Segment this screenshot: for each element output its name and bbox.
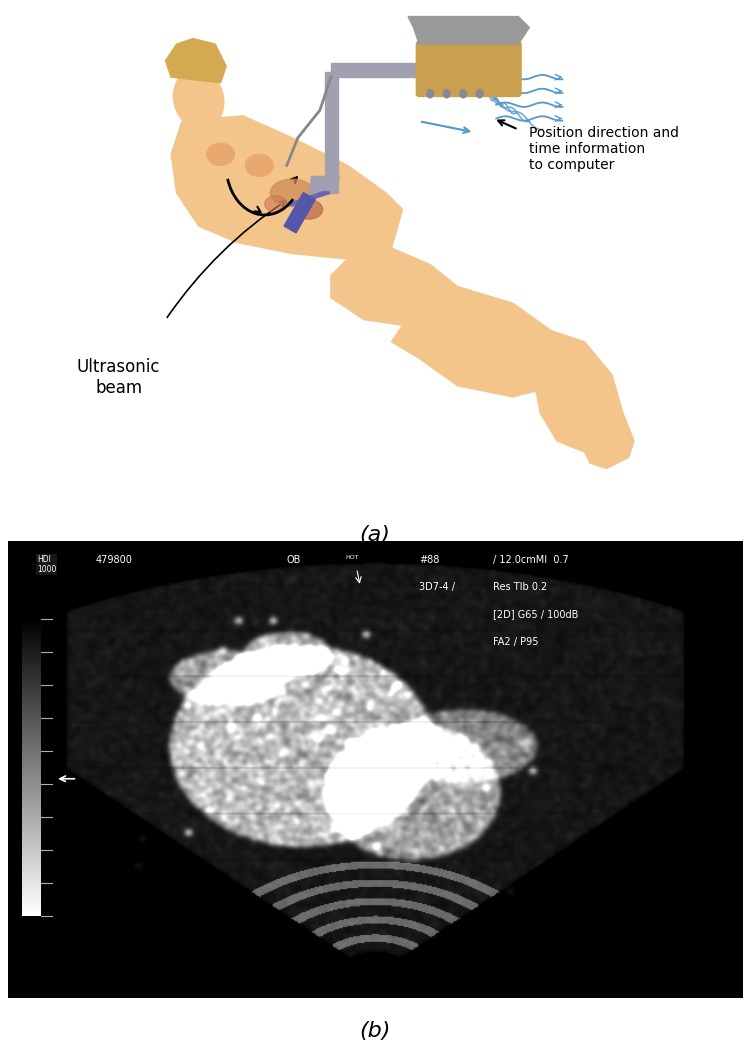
Text: HDI
1000: HDI 1000 <box>37 554 56 574</box>
Ellipse shape <box>443 89 450 98</box>
Polygon shape <box>204 113 220 127</box>
Text: [2D] G65 / 100dB: [2D] G65 / 100dB <box>493 609 578 620</box>
Bar <box>331 63 452 77</box>
Text: HOT: HOT <box>346 554 359 560</box>
Bar <box>326 72 338 193</box>
Ellipse shape <box>476 89 483 98</box>
Polygon shape <box>331 248 458 326</box>
Ellipse shape <box>261 230 280 244</box>
Ellipse shape <box>270 179 314 207</box>
Ellipse shape <box>207 144 235 165</box>
Bar <box>284 192 315 233</box>
Polygon shape <box>309 177 339 193</box>
Text: FA2 / P95: FA2 / P95 <box>493 636 538 647</box>
Polygon shape <box>232 132 286 193</box>
Text: (a): (a) <box>359 524 391 545</box>
Polygon shape <box>535 331 623 452</box>
Ellipse shape <box>427 89 433 98</box>
Text: Position direction and
time information
to computer: Position direction and time information … <box>530 126 680 172</box>
Text: Ultrasonic
beam: Ultrasonic beam <box>77 358 160 397</box>
Text: Res TIb 0.2: Res TIb 0.2 <box>493 582 547 592</box>
Polygon shape <box>584 414 634 468</box>
Polygon shape <box>392 287 568 397</box>
Ellipse shape <box>295 200 322 219</box>
Ellipse shape <box>265 196 286 212</box>
Text: (b): (b) <box>359 1021 391 1040</box>
Ellipse shape <box>245 154 273 177</box>
Text: / 12.0cmMI  0.7: / 12.0cmMI 0.7 <box>493 554 568 565</box>
Polygon shape <box>408 17 530 44</box>
Polygon shape <box>166 38 226 83</box>
Ellipse shape <box>173 70 223 129</box>
Text: 479800: 479800 <box>96 554 133 565</box>
Polygon shape <box>260 193 292 232</box>
Text: #88: #88 <box>419 554 440 565</box>
Ellipse shape <box>460 89 466 98</box>
FancyBboxPatch shape <box>416 42 521 97</box>
Polygon shape <box>171 115 403 259</box>
Text: OB: OB <box>286 554 302 565</box>
Text: 3D7-4 /: 3D7-4 / <box>419 582 455 592</box>
